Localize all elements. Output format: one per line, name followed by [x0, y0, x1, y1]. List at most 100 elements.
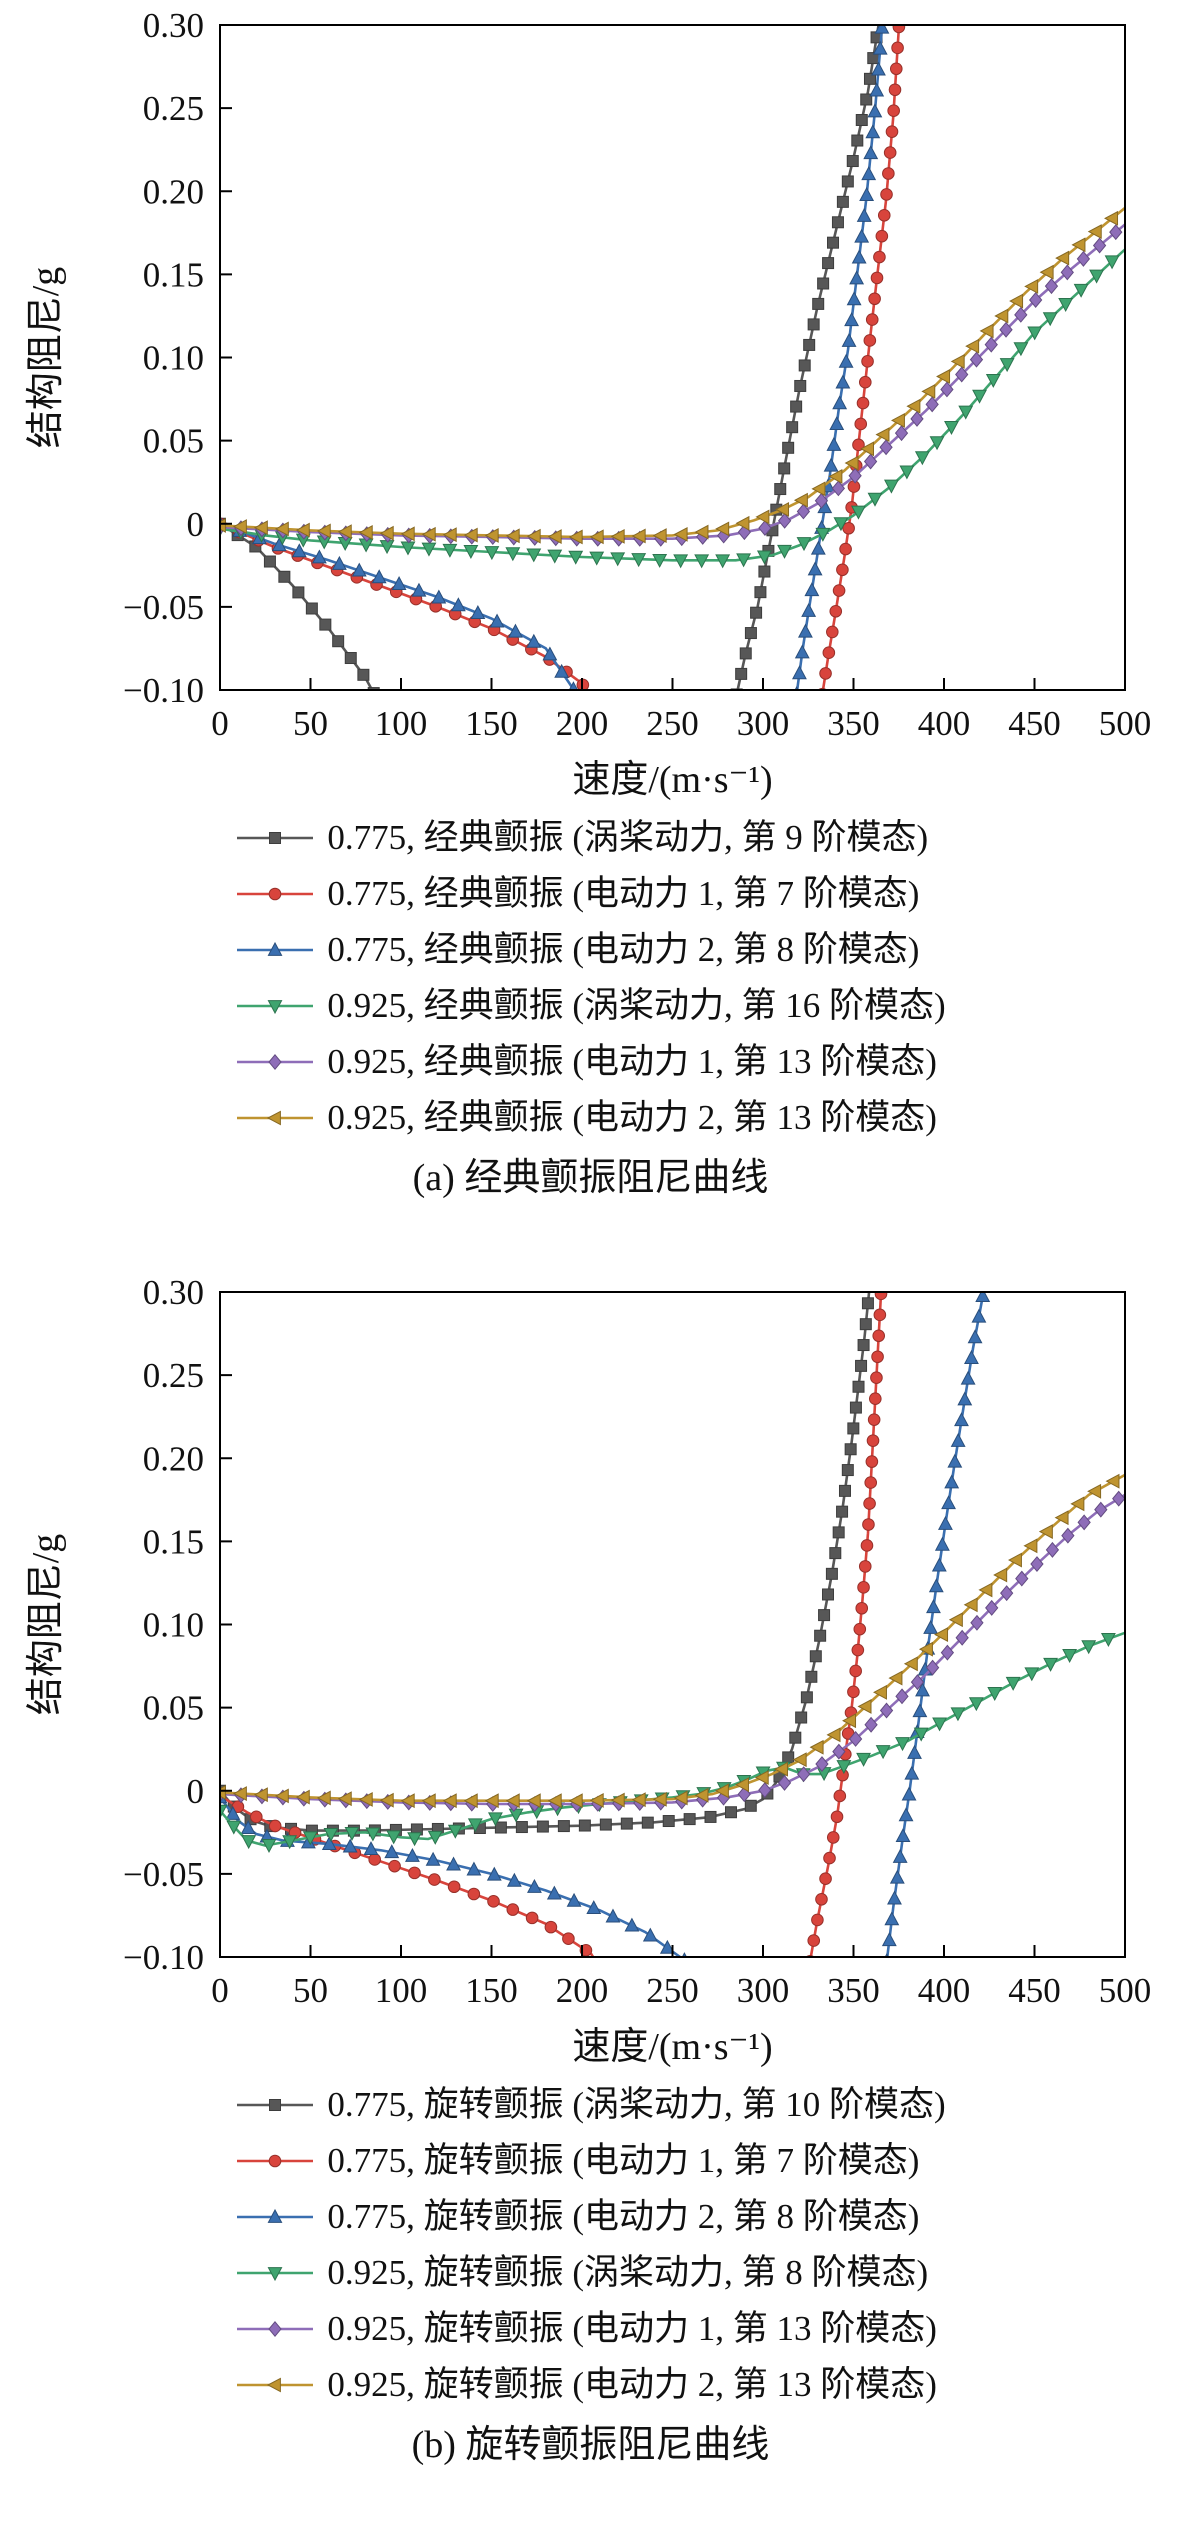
- square-marker-icon: [794, 379, 807, 392]
- square-marker-icon: [515, 1821, 528, 1834]
- circle-marker-icon: [858, 375, 872, 389]
- triangle-down-marker-icon: [1081, 1640, 1097, 1655]
- triangle-left-marker-icon: [358, 1792, 373, 1807]
- triangle-up-marker-icon: [508, 623, 523, 638]
- legend-item: 0.925, 旋转颤振 (电动力 2, 第 13 阶模态): [235, 2357, 945, 2413]
- triangle-left-marker-icon: [673, 1790, 688, 1806]
- triangle-down-marker-icon: [914, 451, 930, 466]
- x-tick-label: 150: [465, 1971, 518, 2010]
- diamond-marker-icon: [1029, 291, 1043, 308]
- diamond-marker-icon: [969, 351, 984, 368]
- triangle-up-marker-icon: [470, 605, 486, 619]
- triangle-up-marker-icon: [849, 270, 865, 285]
- triangle-left-marker-icon: [1023, 1538, 1038, 1554]
- square-marker-icon: [807, 318, 820, 331]
- triangle-up-marker-icon: [895, 1828, 911, 1843]
- triangle-up-marker-icon: [881, 1932, 897, 1947]
- series-line: [809, 1292, 883, 1957]
- circle-marker-icon: [853, 1622, 867, 1636]
- diamond-marker-icon: [1014, 306, 1028, 323]
- diamond-marker-icon: [737, 1786, 751, 1803]
- square-marker-icon: [599, 1818, 612, 1831]
- triangle-left-marker-icon: [274, 521, 289, 537]
- y-tick-label: 0: [187, 1772, 205, 1811]
- triangle-left-marker-icon: [735, 1777, 749, 1793]
- triangle-up-marker-icon: [546, 1885, 562, 1900]
- circle-marker-icon: [823, 1851, 836, 1865]
- triangle-down-marker-icon: [267, 2267, 283, 2282]
- triangle-up-marker-icon: [892, 1848, 908, 1863]
- triangle-up-marker-icon: [659, 1939, 675, 1954]
- square-marker-icon: [822, 257, 835, 270]
- legend-marker-triangle-up-icon: [237, 2208, 314, 2223]
- triangle-up-marker-icon: [506, 1872, 522, 1887]
- triangle-up-marker-icon: [971, 1308, 987, 1323]
- square-marker-icon: [786, 421, 799, 434]
- triangle-left-marker-icon: [463, 1793, 478, 1809]
- circle-marker-icon: [870, 271, 884, 285]
- triangle-left-marker-icon: [274, 1788, 289, 1804]
- square-marker-icon: [494, 1821, 507, 1834]
- triangle-up-marker-icon: [371, 569, 387, 584]
- circle-marker-icon: [467, 1887, 481, 1901]
- legend-marker-triangle-up-icon: [237, 941, 314, 956]
- caption-a: (a) 经典颤振阻尼曲线: [412, 1157, 769, 1199]
- square-marker-icon: [798, 359, 811, 372]
- triangle-up-marker-icon: [937, 1515, 953, 1530]
- circle-marker-icon: [839, 542, 852, 556]
- triangle-left-marker-icon: [505, 528, 520, 544]
- x-tick-label: 450: [1008, 704, 1061, 743]
- triangle-down-marker-icon: [777, 544, 792, 559]
- triangle-up-marker-icon: [835, 374, 851, 389]
- legend-label: 0.775, 经典颤振 (电动力 2, 第 8 阶模态): [327, 930, 920, 969]
- triangle-up-marker-icon: [889, 1869, 905, 1884]
- triangle-up-marker-icon: [321, 1835, 337, 1850]
- diamond-marker-icon: [970, 1614, 984, 1631]
- triangle-down-marker-icon: [815, 527, 831, 542]
- circle-marker-icon: [863, 334, 877, 347]
- x-tick-label: 100: [375, 704, 428, 743]
- triangle-up-marker-icon: [877, 0, 890, 12]
- triangle-up-marker-icon: [624, 1917, 640, 1932]
- legend-marker-triangle-down-icon: [237, 1000, 314, 1015]
- series-line: [220, 1493, 1125, 1806]
- triangle-up-marker-icon: [957, 1391, 973, 1406]
- triangle-left-marker-icon: [993, 1567, 1008, 1583]
- triangle-down-marker-icon: [756, 550, 772, 565]
- triangle-left-marker-icon: [442, 1793, 457, 1809]
- triangle-down-marker-icon: [267, 1000, 283, 1015]
- diamond-marker-icon: [955, 1629, 969, 1646]
- square-marker-icon: [831, 216, 844, 229]
- x-tick-label: 400: [918, 1971, 971, 2010]
- triangle-down-marker-icon: [1042, 312, 1058, 327]
- caption-b: (b) 旋转颤振阻尼曲线: [411, 2424, 770, 2466]
- circle-marker-icon: [506, 1903, 520, 1916]
- triangle-up-marker-icon: [642, 1927, 658, 1942]
- triangle-up-marker-icon: [884, 1953, 889, 1957]
- diamond-marker-icon: [1094, 1501, 1108, 1518]
- square-marker-icon: [774, 483, 787, 496]
- triangle-left-marker-icon: [793, 492, 808, 508]
- circle-marker-icon: [889, 62, 903, 76]
- circle-marker-icon: [862, 1518, 875, 1531]
- y-tick-label: 0.25: [143, 89, 204, 128]
- triangle-up-marker-icon: [810, 540, 826, 555]
- triangle-left-marker-icon: [652, 1791, 667, 1807]
- circle-marker-icon: [883, 146, 897, 159]
- legend-item: 0.925, 旋转颤振 (涡桨动力, 第 8 阶模态): [235, 2245, 945, 2301]
- diamond-marker-icon: [268, 2321, 282, 2337]
- triangle-left-marker-icon: [421, 526, 436, 542]
- triangle-up-marker-icon: [404, 1847, 420, 1862]
- x-tick-label: 400: [918, 704, 971, 743]
- triangle-up-marker-icon: [944, 1474, 960, 1489]
- triangle-down-marker-icon: [1027, 326, 1043, 341]
- triangle-up-marker-icon: [869, 82, 885, 97]
- square-marker-icon: [874, 11, 885, 22]
- triangle-down-marker-icon: [261, 1839, 277, 1853]
- triangle-up-marker-icon: [841, 332, 857, 347]
- y-tick-label: 0.20: [143, 172, 204, 211]
- triangle-up-marker-icon: [912, 1703, 928, 1718]
- triangle-left-marker-icon: [484, 1793, 499, 1809]
- circle-marker-icon: [887, 104, 900, 118]
